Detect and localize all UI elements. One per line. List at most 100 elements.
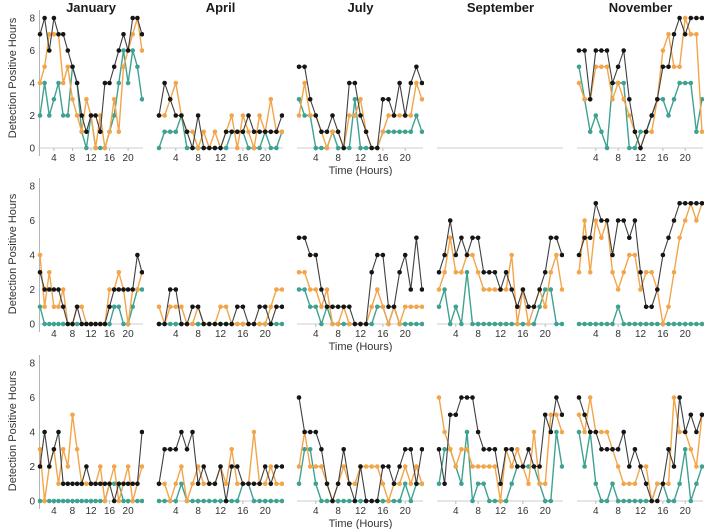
data-point [93, 113, 98, 118]
data-point [447, 447, 453, 452]
y-tick-label: 8 [29, 359, 35, 370]
data-point [296, 287, 302, 292]
data-point [419, 321, 424, 327]
data-point [190, 145, 195, 151]
data-point [632, 447, 638, 452]
data-point [274, 498, 279, 504]
data-point [65, 48, 71, 53]
panel-november-row1: November 4 8 12 16 20 [576, 0, 704, 164]
panel-november-row2: 4 8 12 16 20 [576, 201, 704, 340]
data-point [487, 287, 492, 292]
data-point [130, 287, 135, 292]
data-point [503, 447, 509, 452]
x-tick-label: 20 [123, 506, 135, 517]
data-point [587, 321, 593, 327]
x-tick-label: 20 [260, 153, 272, 164]
data-point [302, 287, 307, 292]
data-point [70, 97, 75, 102]
data-point [559, 321, 564, 327]
data-point [37, 304, 43, 310]
data-point [262, 481, 268, 487]
data-point [414, 113, 419, 118]
data-point [666, 481, 671, 487]
data-point [414, 64, 419, 70]
data-point [487, 321, 492, 327]
data-point [93, 498, 98, 504]
data-point [436, 304, 442, 310]
data-point [475, 321, 481, 327]
data-point [694, 481, 699, 487]
data-point [660, 97, 666, 102]
x-tick-label: 8 [615, 506, 621, 517]
panel-september-row2: 4 8 12 16 20 [436, 218, 564, 340]
data-point [470, 321, 475, 327]
data-point [492, 270, 498, 275]
data-point [37, 80, 43, 86]
data-point [481, 481, 486, 487]
data-point [627, 145, 632, 151]
data-point [125, 464, 131, 469]
data-point [363, 321, 369, 327]
data-point [632, 145, 638, 151]
data-point [408, 447, 414, 452]
data-point [121, 32, 126, 37]
data-point [436, 447, 442, 452]
data-point [56, 80, 61, 86]
data-point [576, 252, 582, 258]
data-point [363, 129, 369, 135]
data-point [548, 498, 554, 504]
data-point [391, 481, 397, 487]
data-point [335, 321, 341, 327]
data-point [487, 447, 492, 452]
data-point [375, 498, 380, 504]
x-tick-label: 16 [237, 153, 249, 164]
data-point [116, 48, 122, 53]
data-point [548, 429, 554, 435]
data-point [604, 64, 610, 70]
data-point [84, 145, 89, 151]
data-point [621, 97, 626, 102]
data-point [156, 321, 162, 327]
data-point [139, 48, 144, 53]
data-point [47, 287, 52, 292]
data-point [130, 498, 135, 504]
series-black [296, 64, 424, 151]
data-point [442, 270, 447, 275]
data-point [65, 113, 71, 118]
data-point [666, 304, 671, 310]
series-teal [576, 64, 704, 151]
data-point [184, 498, 190, 504]
data-point [223, 481, 229, 487]
data-point [235, 498, 240, 504]
data-point [649, 321, 654, 327]
data-point [313, 287, 319, 292]
data-point [660, 252, 666, 258]
data-point [156, 481, 162, 487]
y-tick-label: 6 [29, 216, 35, 227]
data-point [51, 321, 57, 327]
data-point [380, 464, 386, 469]
data-point [610, 321, 615, 327]
data-point [408, 304, 414, 310]
data-point [319, 447, 324, 452]
data-point [279, 129, 284, 135]
data-point [162, 481, 167, 487]
x-tick-label: 8 [195, 506, 201, 517]
data-point [688, 15, 694, 21]
data-point [335, 129, 341, 135]
data-point [402, 304, 408, 310]
data-point [335, 145, 341, 151]
data-point [498, 321, 503, 327]
data-point [459, 395, 464, 400]
data-point [649, 113, 654, 118]
data-point [548, 412, 554, 418]
series-orange [436, 235, 564, 327]
data-point [615, 464, 621, 469]
panel-strip: January 0 2 4 6 8 4 8 12 16 20 April 4 8 12 16 20 July 4 8 1… [16, 0, 715, 176]
data-point [666, 498, 671, 504]
data-point [195, 321, 201, 327]
data-point [139, 464, 144, 469]
data-point [352, 498, 358, 504]
data-point [475, 270, 481, 275]
data-point [520, 464, 526, 469]
